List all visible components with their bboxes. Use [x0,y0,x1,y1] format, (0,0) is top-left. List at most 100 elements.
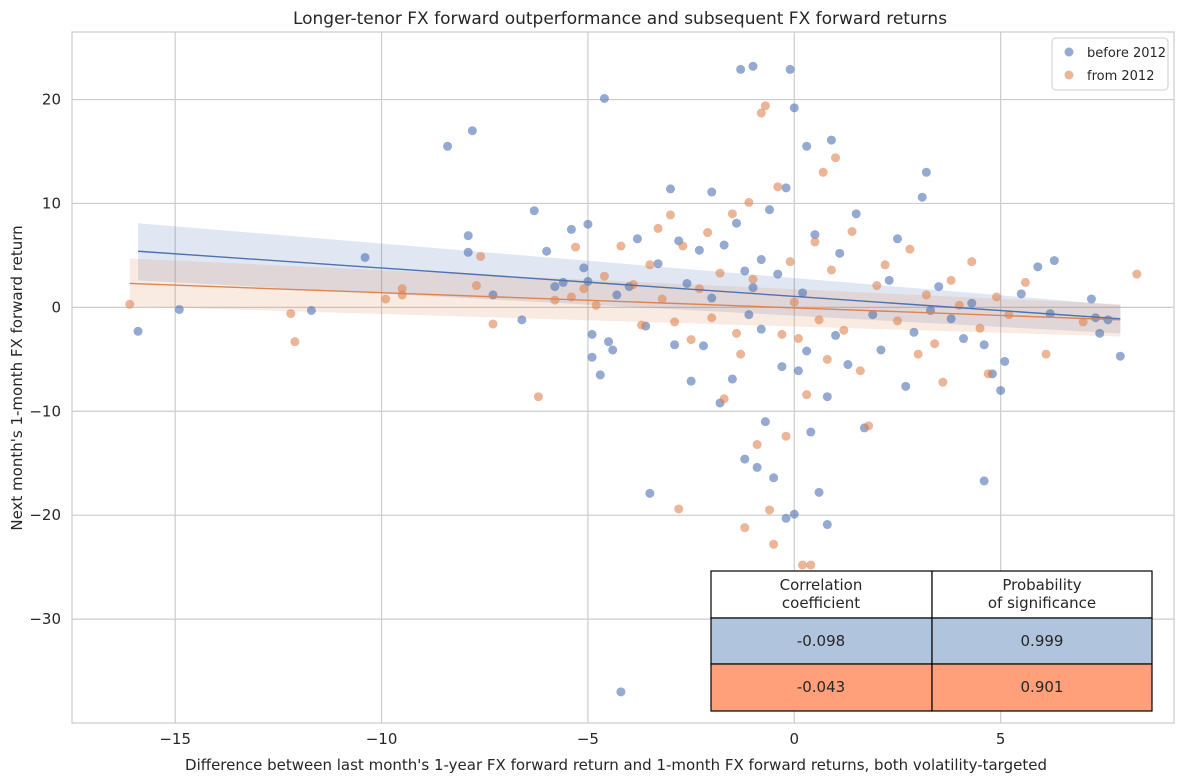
data-point [1078,317,1088,327]
data-point [517,315,527,325]
data-point [463,231,473,241]
data-point [467,126,477,136]
data-point [443,141,453,151]
data-point [781,431,791,441]
data-point [657,294,667,304]
data-point [587,329,597,339]
table-value-probability-from-2012: 0.901 [1021,678,1064,696]
data-point [133,326,143,336]
data-point [847,227,857,237]
data-point [773,182,783,192]
data-point [851,209,861,219]
data-point [781,513,791,523]
data-point [670,317,680,327]
data-point [765,505,775,515]
y-tick-labels: −30 −20 −10 0 10 20 [29,91,61,629]
data-point [785,64,795,74]
data-point [822,520,832,530]
data-point [967,257,977,267]
data-point [599,94,609,104]
x-tick-label: 0 [790,730,800,748]
data-point [591,300,601,310]
data-point [1033,262,1043,272]
data-point [748,283,758,293]
grid [72,32,1174,723]
data-point [579,284,589,294]
table-row-from-2012-correlation-cell [710,663,933,712]
data-point [798,288,808,298]
data-point [1132,269,1142,279]
data-point [810,230,820,240]
data-point [934,282,944,292]
data-point [979,476,989,486]
data-point [892,234,902,244]
x-tick-label: −5 [577,730,599,748]
data-point [583,219,593,229]
data-point [868,310,878,320]
data-point [542,246,552,256]
data-point [921,167,931,177]
data-point [756,108,766,118]
legend-frame [1051,37,1169,91]
data-point [921,290,931,300]
y-tick-label: 0 [51,298,61,316]
data-point [814,487,824,497]
data-point [1016,289,1026,299]
data-point [1086,294,1096,304]
plot-frame [71,31,1175,724]
data-point [719,394,729,404]
chart-title: Longer-tenor FX forward outperformance a… [293,9,947,29]
data-point [892,316,902,326]
data-point [946,314,956,324]
y-tick-label: 20 [42,91,61,109]
data-point [290,337,300,347]
data-point [579,263,589,273]
data-point [566,224,576,234]
data-point [802,141,812,151]
data-point [930,339,940,349]
legend-label-from-2012: from 2012 [1087,69,1154,84]
y-tick-label: −20 [29,506,61,524]
data-point [1004,310,1014,320]
data-point [476,251,486,261]
data-point [748,274,758,284]
table-value-probability-before-2012: 0.999 [1021,632,1064,650]
data-point [678,241,688,251]
data-point [125,299,135,309]
data-point [604,337,614,347]
data-point [909,327,919,337]
data-point [727,374,737,384]
regression-line [137,250,1121,320]
data-point [822,354,832,364]
data-point [760,101,770,111]
table-row-before-2012-probability-cell [931,617,1153,665]
x-tick-label: −10 [366,730,398,748]
data-point [632,234,642,244]
data-point [397,284,407,294]
data-point [715,268,725,278]
data-point [938,377,948,387]
data-point [645,260,655,270]
data-point [781,183,791,193]
data-point [826,135,836,145]
data-point [727,209,737,219]
data-point [769,539,779,549]
data-point [839,325,849,335]
data-point [744,310,754,320]
data-point [550,282,560,292]
data-point [996,385,1006,395]
data-point [802,390,812,400]
data-point [463,247,473,257]
data-point [826,265,836,275]
data-point [686,335,696,345]
data-point [670,340,680,350]
y-tick-label: −30 [29,610,61,628]
data-point [571,242,581,252]
data-point [789,103,799,113]
data-point [740,266,750,276]
data-point [793,334,803,344]
x-tick-label: 5 [996,730,1006,748]
data-point [748,61,758,71]
data-point [533,392,543,402]
table-header-correlation: Correlation coefficient [780,576,863,612]
